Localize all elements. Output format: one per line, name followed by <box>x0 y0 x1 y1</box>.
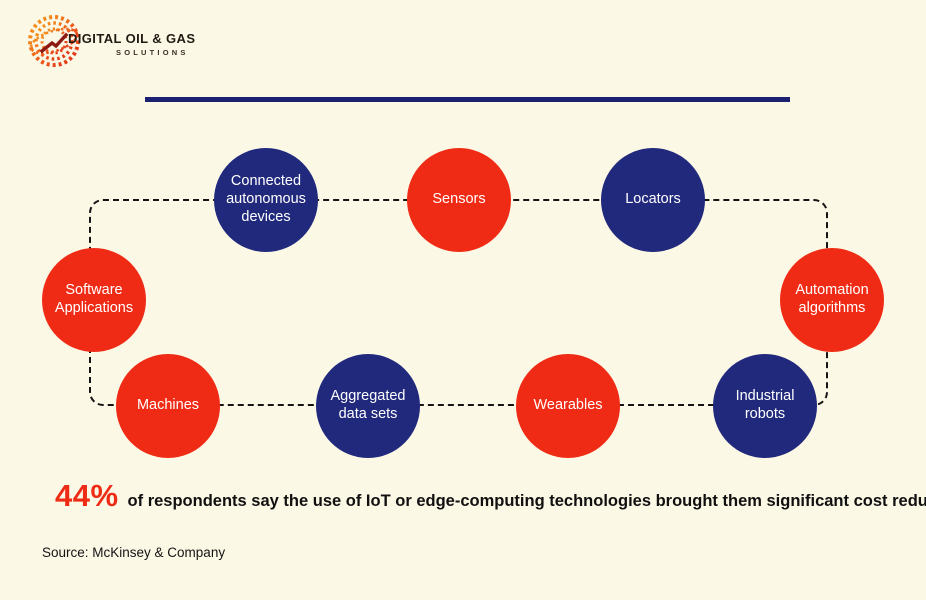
stat-line: 44% of respondents say the use of IoT or… <box>55 478 926 514</box>
logo-title: DIGITAL OIL & GAS <box>68 30 196 46</box>
logo: DIGITAL OIL & GAS SOLUTIONS <box>26 12 195 70</box>
node-label: Machines <box>136 397 200 414</box>
header-rule <box>145 97 790 102</box>
logo-subtitle: SOLUTIONS <box>116 47 189 57</box>
node-industrial-robots: Industrial robots <box>713 354 817 458</box>
node-label: Software Applications <box>54 282 134 316</box>
dotted-globe-icon <box>28 15 80 67</box>
node-locators: Locators <box>601 148 705 252</box>
node-sensors: Sensors <box>407 148 511 252</box>
node-wearables: Wearables <box>516 354 620 458</box>
node-aggregated-data-sets: Aggregated data sets <box>316 354 420 458</box>
node-connected-autonomous-devices: Connected autonomous devices <box>214 148 318 252</box>
node-label: Automation algorithms <box>795 282 869 316</box>
source-attribution: Source: McKinsey & Company <box>42 545 226 560</box>
node-label: Sensors <box>432 191 486 208</box>
node-label: Locators <box>625 191 681 208</box>
stat-text: of respondents say the use of IoT or edg… <box>127 492 926 510</box>
stat-value: 44% <box>55 478 119 513</box>
node-label: Wearables <box>533 397 603 414</box>
node-automation-algorithms: Automation algorithms <box>780 248 884 352</box>
node-label: Connected autonomous devices <box>226 173 306 225</box>
node-machines: Machines <box>116 354 220 458</box>
logo-text: DIGITAL OIL & GAS SOLUTIONS <box>68 32 195 57</box>
node-software-applications: Software Applications <box>42 248 146 352</box>
node-label: Industrial robots <box>735 388 795 422</box>
node-label: Aggregated data sets <box>330 388 406 422</box>
